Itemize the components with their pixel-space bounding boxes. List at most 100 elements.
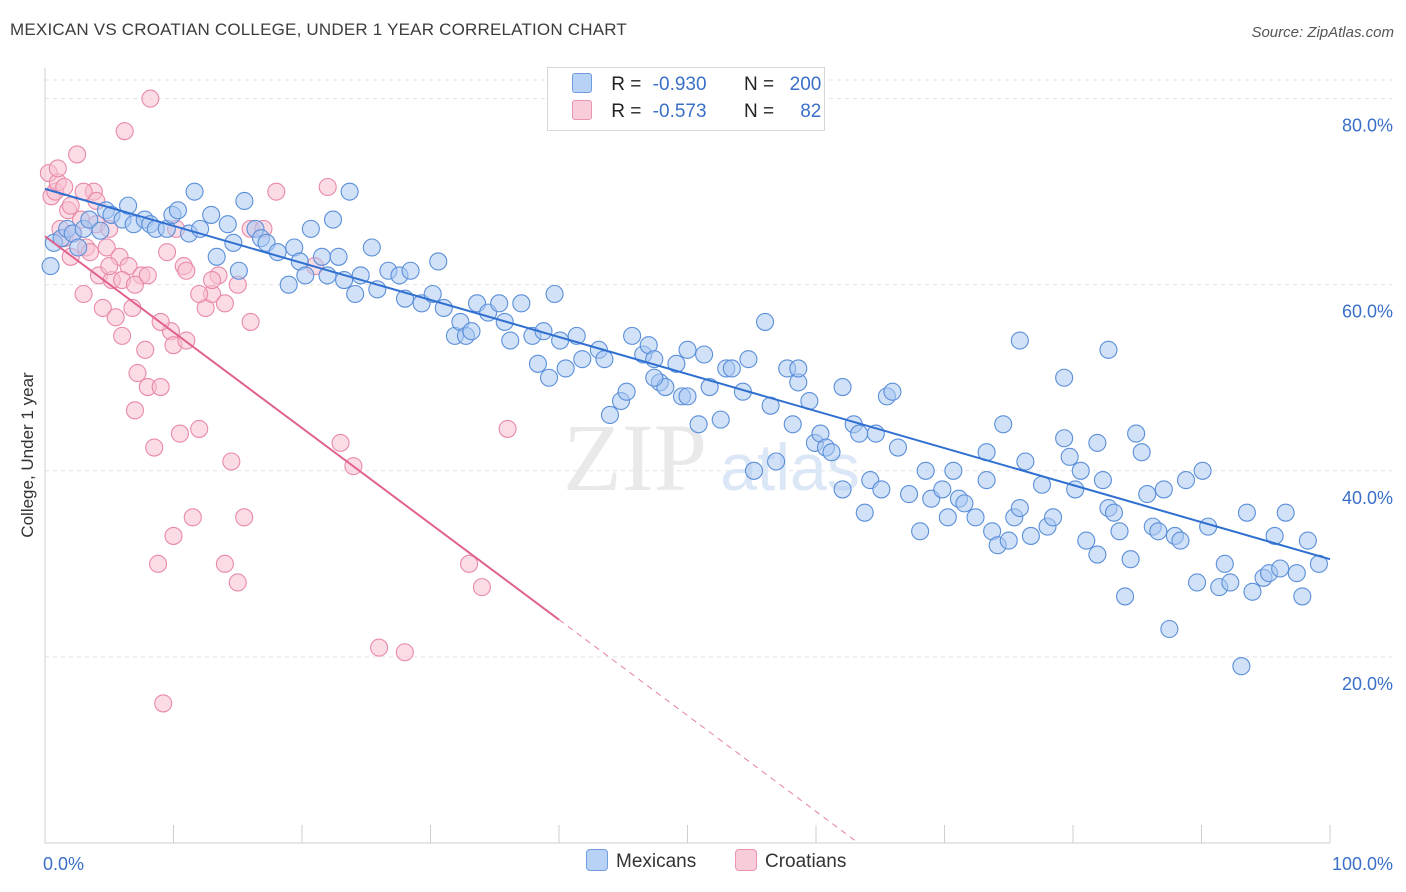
mexican-point [218, 215, 237, 234]
mexican-point [1016, 452, 1035, 471]
croatian-point [190, 284, 209, 304]
croatians-trend-extension [558, 619, 855, 841]
croatian-point [459, 554, 479, 573]
mexican-point [1176, 471, 1196, 490]
mexican-point [617, 382, 636, 401]
croatian-point [177, 261, 196, 280]
mexican-point [490, 294, 509, 313]
mexican-point [1021, 526, 1040, 545]
mexican-point [119, 196, 138, 215]
mexican-point [722, 359, 741, 378]
mexican-point [429, 252, 448, 271]
mexican-point [1271, 559, 1290, 578]
mexican-point [933, 480, 952, 499]
y-tick-label: 80.0% [1342, 116, 1393, 136]
mexican-point [1221, 573, 1240, 592]
mexican-point [69, 238, 88, 257]
mexican-point [202, 205, 221, 224]
mexican-point [944, 461, 963, 480]
mexican-point [80, 210, 99, 229]
mexican-point [1287, 564, 1306, 583]
croatian-point [183, 508, 202, 527]
bottom-legend: Mexicans Croatians [0, 849, 1406, 877]
mexican-point [789, 359, 808, 378]
croatian-point [68, 145, 87, 164]
croatian-point [55, 177, 74, 197]
croatian-point [267, 182, 286, 201]
mexican-point [556, 359, 575, 378]
bottom-legend-croatians[interactable]: Croatians [735, 849, 846, 873]
croatian-point [97, 238, 116, 257]
croatian-point [113, 326, 132, 345]
mexican-point [1088, 545, 1107, 564]
mexican-point [888, 438, 908, 457]
croatian-point [125, 275, 144, 294]
mexican-point [955, 494, 974, 513]
mexican-point [700, 378, 719, 397]
mexican-point [1055, 368, 1074, 387]
mexican-point [755, 312, 775, 331]
mexican-point [185, 182, 204, 201]
bottom-legend-label-mexicans: Mexicans [616, 851, 697, 873]
mexican-point [667, 354, 686, 373]
mexican-point [767, 452, 786, 471]
mexican-point [966, 508, 985, 527]
bottom-legend-swatch-mexicans [586, 849, 608, 871]
mexican-point [623, 326, 642, 345]
legend-r-label: R = [611, 101, 642, 122]
legend-r-label: R = [611, 74, 642, 95]
mexican-point [207, 247, 226, 266]
x-tick-label-max: 100.0% [1332, 854, 1393, 874]
mexican-point [911, 522, 930, 541]
mexican-point [938, 508, 957, 527]
mexican-point [600, 405, 620, 425]
mexican-point [883, 382, 902, 401]
mexican-point [1010, 498, 1029, 518]
mexican-point [512, 294, 531, 313]
croatian-point [318, 177, 337, 197]
mexican-point [329, 247, 348, 266]
croatian-point [93, 298, 112, 318]
bottom-legend-mexicans[interactable]: Mexicans [586, 849, 697, 873]
mexican-point [1293, 587, 1312, 606]
mexican-point [91, 221, 110, 240]
mexican-point [833, 378, 852, 397]
croatian-point [145, 438, 164, 457]
mexican-point [645, 368, 664, 387]
croatian-point [222, 452, 241, 471]
mexican-point [833, 480, 852, 499]
croatian-point [128, 364, 147, 383]
mexican-point [1276, 503, 1295, 522]
legend-row-croatians: R = -0.573 N = 82 [572, 99, 822, 127]
mexican-point [1171, 531, 1190, 550]
y-tick-label: 20.0% [1342, 674, 1393, 694]
croatian-point [115, 122, 134, 141]
mexican-point [296, 266, 315, 285]
mexican-point [999, 531, 1018, 550]
croatian-point [331, 433, 350, 452]
mexican-point [1010, 331, 1029, 350]
mexican-point [346, 284, 365, 304]
mexican-point [312, 247, 331, 266]
x-tick-label-min: 0.0% [43, 854, 84, 874]
mexican-point [977, 471, 996, 490]
legend-n-value: 82 [800, 101, 822, 122]
mexican-point [1116, 587, 1135, 606]
y-tick-label: 60.0% [1342, 302, 1393, 322]
legend-n-label: N = [743, 101, 775, 122]
mexican-point [744, 461, 764, 480]
mexican-point [1188, 573, 1207, 592]
mexican-point [279, 275, 298, 294]
trend-lines [44, 187, 1331, 841]
legend-r-value: -0.930 [652, 74, 707, 95]
mexican-point [323, 210, 343, 229]
mexican-point [501, 331, 520, 350]
watermark: ZIP atlas [563, 404, 860, 511]
tick-labels: 20.0% 40.0% 60.0% 80.0% 0.0% 100.0% [43, 116, 1393, 874]
croatian-point [215, 554, 234, 573]
croatian-point [170, 424, 189, 443]
mexican-point [168, 201, 187, 220]
mexican-point [41, 257, 60, 276]
source-label: Source: ZipAtlas.com [1251, 24, 1394, 41]
legend-swatch-mexicans [572, 72, 592, 93]
